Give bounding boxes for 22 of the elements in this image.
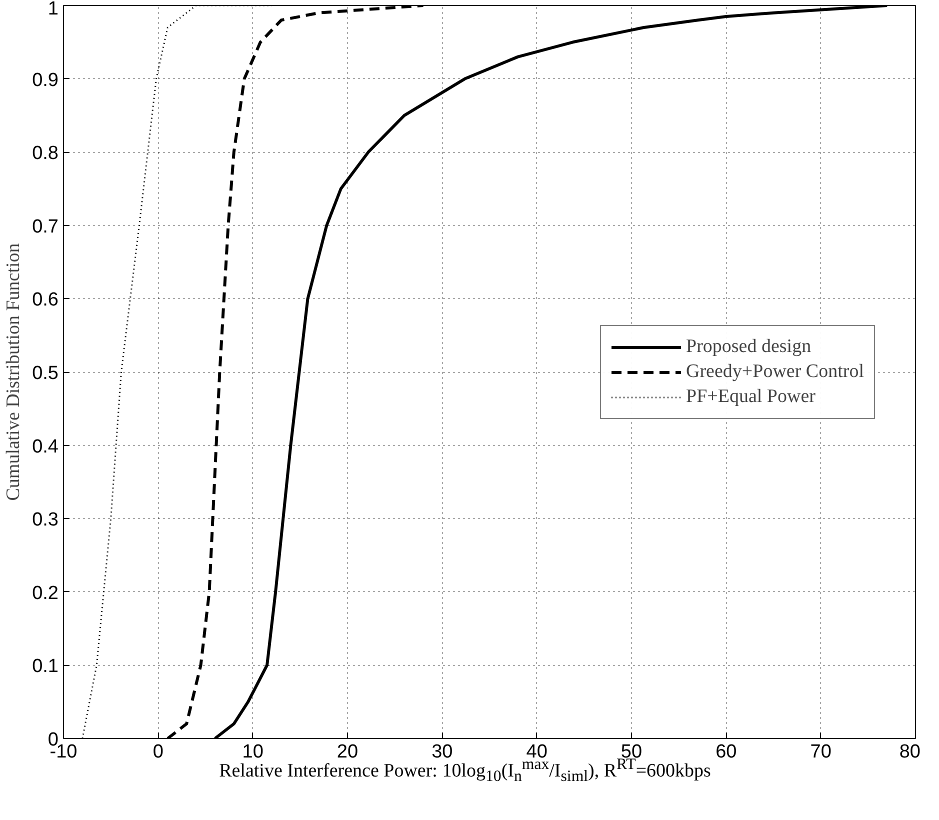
y-tick-label: 0.2 [32,582,59,604]
legend-label: PF+Equal Power [686,386,816,408]
y-tick-label: 0.3 [32,510,59,531]
y-tick-label: 0.5 [32,363,59,384]
x-tick-label: 0 [152,742,164,762]
x-tick-label: 70 [810,742,832,762]
legend-label: Greedy+Power Control [686,360,864,382]
y-tick-label: 0.8 [32,143,59,164]
y-tick-label: 0.4 [32,436,59,458]
x-tick-label: 30 [432,742,453,762]
legend-label: Proposed design [686,336,812,358]
x-tick-label: 20 [336,742,358,762]
y-tick-label: 0.7 [32,216,59,238]
x-tick-label: 80 [899,742,921,762]
y-tick-label: 0.1 [32,656,59,678]
y-tick-label: 1 [48,0,59,20]
x-tick-label: 40 [526,742,548,762]
y-axis-title: Cumulative Distribution Function [3,242,24,501]
y-tick-label: 0.9 [32,70,59,91]
y-tick-label: 0.6 [32,290,59,311]
x-tick-label: 10 [242,742,264,762]
x-tick-label: 60 [716,742,737,762]
